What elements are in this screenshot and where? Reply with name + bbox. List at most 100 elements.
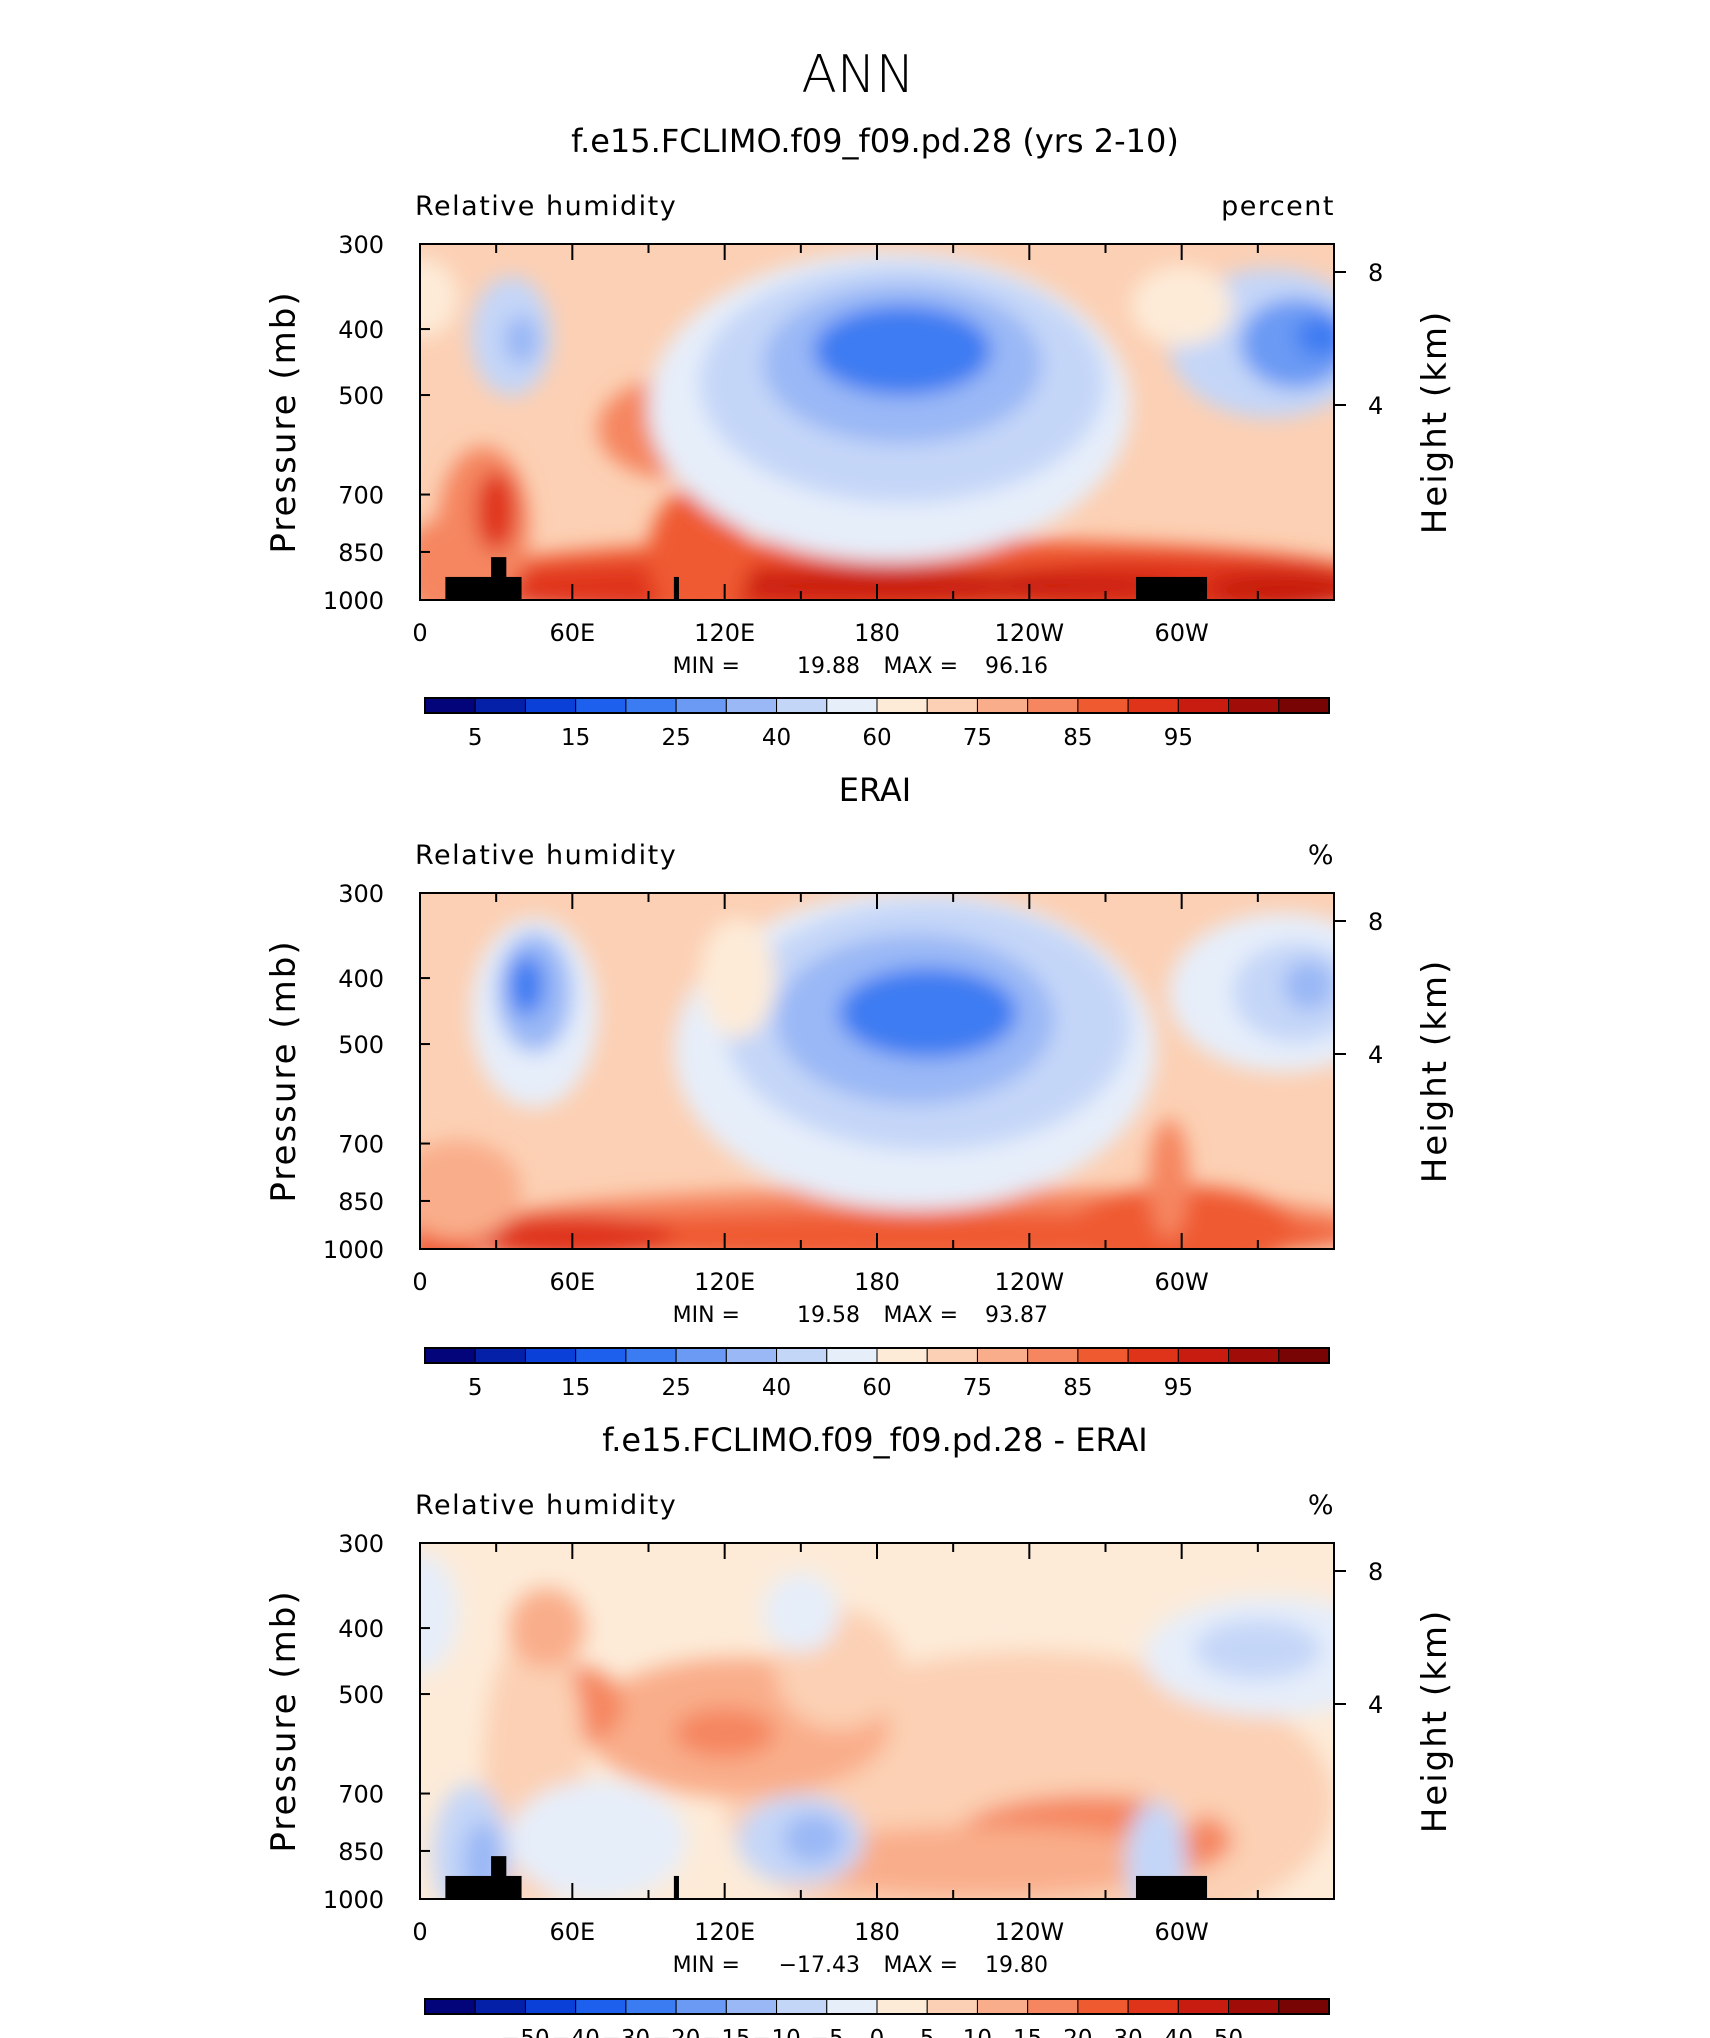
colorbar-box — [675, 1347, 727, 1364]
min-label: MIN = — [673, 1953, 740, 1978]
x-tick-label: 180 — [854, 619, 900, 647]
x-tick-label: 180 — [854, 1918, 900, 1946]
colorbar-box — [976, 697, 1029, 714]
variable-label: Relative humidity — [415, 840, 677, 871]
x-tick-label: 60W — [1155, 1918, 1209, 1946]
contour-region — [1283, 960, 1334, 1011]
colorbar-box — [776, 697, 828, 714]
colorbar-label: 75 — [963, 1375, 992, 1401]
colorbar-box — [776, 1347, 828, 1364]
terrain-mask — [445, 576, 522, 600]
colorbar-label: 5 — [920, 2026, 935, 2038]
y-tick-label: 1000 — [323, 587, 384, 615]
contour-region — [420, 1140, 522, 1241]
colorbar-box — [776, 1998, 828, 2015]
colorbar-label: 50 — [1214, 2026, 1243, 2038]
contour-region — [420, 1552, 459, 1673]
colorbar-box — [826, 697, 878, 714]
contour-region — [508, 955, 545, 1016]
colorbar-box — [424, 697, 476, 714]
colorbar-box — [1228, 1998, 1280, 2015]
colorbar-box — [1027, 697, 1079, 714]
terrain-mask — [673, 576, 679, 600]
y2-tick-label: 8 — [1368, 259, 1383, 287]
y-tick-label: 400 — [338, 965, 384, 993]
colorbar-label: 15 — [561, 1375, 590, 1401]
colorbar-box — [725, 1347, 778, 1364]
colorbar-box — [1127, 1998, 1179, 2015]
colorbar-box — [1177, 1347, 1230, 1364]
colorbar-label: 60 — [862, 1375, 891, 1401]
contour-region — [783, 1813, 844, 1864]
colorbar-label: 75 — [963, 725, 992, 751]
terrain-mask — [491, 557, 507, 600]
colorbar-box — [1177, 1998, 1230, 2015]
x-tick-label: 60E — [549, 619, 595, 647]
colorbar-label: 20 — [1063, 2026, 1092, 2038]
colorbar-box — [1127, 697, 1179, 714]
y-tick-label: 300 — [338, 1530, 384, 1558]
colorbar-label: 5 — [468, 1375, 483, 1401]
contour-region — [1143, 1667, 1220, 1828]
contour-region — [1130, 266, 1233, 347]
colorbar-box — [926, 1998, 978, 2015]
colorbar-box — [474, 1347, 526, 1364]
max-value: 93.87 — [985, 1303, 1048, 1328]
colorbar-box — [976, 1998, 1029, 2015]
y2-tick-label: 4 — [1368, 1041, 1383, 1069]
colorbar-label: 95 — [1164, 1375, 1193, 1401]
y-tick-label: 1000 — [323, 1886, 384, 1914]
colorbar-label: 85 — [1063, 725, 1092, 751]
y2-axis-label: Height (km) — [1415, 310, 1455, 535]
contour-region — [775, 1826, 1182, 1897]
panel-title: f.e15.FCLIMO.f09_f09.pd.28 - ERAI — [602, 1421, 1147, 1459]
colorbar-box — [575, 1347, 627, 1364]
contour-region — [1240, 298, 1334, 389]
y-axis-label: Pressure (mb) — [264, 939, 304, 1202]
y2-axis-label: Height (km) — [1415, 959, 1455, 1184]
contour-region — [813, 305, 992, 396]
colorbar-box — [725, 1998, 778, 2015]
panel-title: ERAI — [839, 771, 911, 809]
colorbar: 5 15 25 40 60 75 85 95 — [424, 697, 1330, 751]
y-tick-label: 400 — [338, 316, 384, 344]
colorbar-box — [1278, 1347, 1330, 1364]
colorbar-label: 60 — [862, 725, 891, 751]
colorbar-label: 95 — [1164, 725, 1193, 751]
contour-region — [838, 967, 1017, 1058]
colorbar-box — [826, 1998, 878, 2015]
x-tick-label: 60E — [549, 1268, 595, 1296]
x-tick-label: 180 — [854, 1268, 900, 1296]
colorbar-box — [876, 1347, 928, 1364]
colorbar-box — [625, 1347, 677, 1364]
colorbar-label: 5 — [468, 725, 483, 751]
min-label: MIN = — [673, 1303, 740, 1328]
max-value: 96.16 — [985, 654, 1048, 679]
contour-field — [420, 1543, 1334, 1899]
max-label: MAX = — [883, 1303, 958, 1328]
contour-region — [1207, 571, 1334, 600]
contour-region — [1148, 1119, 1190, 1240]
colorbar-label: 40 — [762, 1375, 791, 1401]
colorbar-box — [625, 1998, 677, 2015]
colorbar-box — [976, 1347, 1029, 1364]
colorbar-label: 0 — [870, 2026, 885, 2038]
colorbar-label: −5 — [810, 2026, 844, 2038]
variable-label: Relative humidity — [415, 1490, 677, 1521]
colorbar-box — [1077, 697, 1129, 714]
colorbar-box — [1228, 697, 1280, 714]
contour-field — [420, 893, 1334, 1249]
colorbar-label: 85 — [1063, 1375, 1092, 1401]
colorbar-box — [424, 1998, 476, 2015]
colorbar-label: −10 — [752, 2026, 801, 2038]
y-tick-label: 850 — [338, 1188, 384, 1216]
y-tick-label: 850 — [338, 539, 384, 567]
colorbar-box — [1278, 1998, 1330, 2015]
contour-region — [470, 1214, 674, 1249]
contour-region — [1295, 316, 1334, 357]
max-label: MAX = — [883, 1953, 958, 1978]
y2-tick-label: 4 — [1368, 392, 1383, 420]
colorbar-box — [675, 1998, 727, 2015]
terrain-mask — [491, 1856, 507, 1899]
colorbar-label: 15 — [561, 725, 590, 751]
